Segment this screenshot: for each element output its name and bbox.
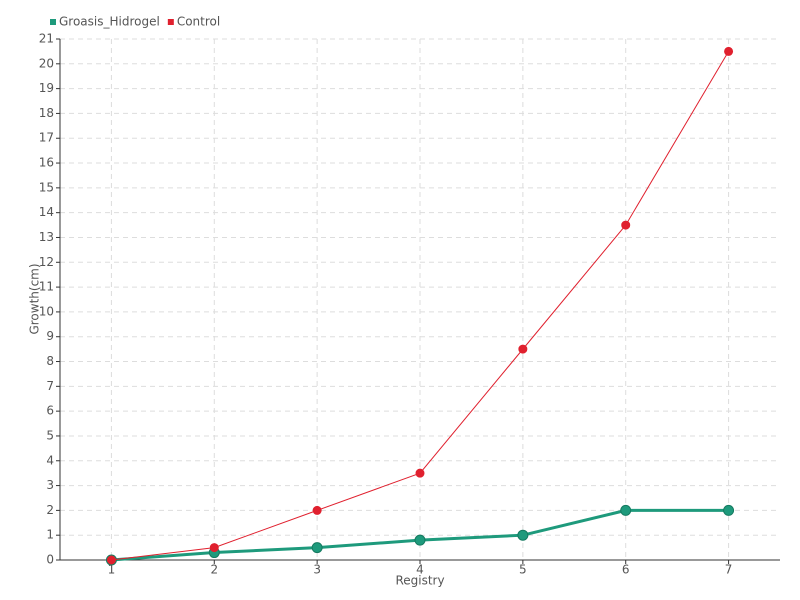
- x-tick-label: 4: [416, 563, 424, 577]
- point: [518, 344, 528, 354]
- legend-label: Control: [177, 15, 220, 29]
- y-tick-label: 3: [46, 478, 54, 492]
- y-tick-label: 4: [46, 453, 54, 467]
- point: [517, 529, 529, 541]
- point: [620, 504, 632, 516]
- x-tick-label: 3: [313, 563, 321, 577]
- y-tick-label: 13: [39, 230, 54, 244]
- y-tick-label: 9: [46, 329, 54, 343]
- x-tick-label: 6: [622, 563, 630, 577]
- y-tick-label: 8: [46, 354, 54, 368]
- x-axis-label: Registry: [395, 574, 444, 588]
- y-tick-label: 20: [39, 56, 54, 70]
- point: [312, 505, 322, 515]
- y-tick-label: 11: [39, 280, 54, 294]
- y-tick-label: 14: [39, 205, 54, 219]
- y-tick-label: 10: [39, 304, 54, 318]
- point: [723, 504, 735, 516]
- y-tick-label: 7: [46, 379, 54, 393]
- x-tick-label: 5: [519, 563, 527, 577]
- y-tick-label: 18: [39, 106, 54, 120]
- legend-swatch: [50, 19, 56, 25]
- point: [209, 543, 219, 553]
- y-tick-label: 0: [46, 553, 54, 567]
- y-tick-label: 19: [39, 81, 54, 95]
- y-tick-label: 12: [39, 255, 54, 269]
- y-tick-label: 2: [46, 503, 54, 517]
- x-tick-label: 7: [725, 563, 733, 577]
- x-tick-label: 1: [108, 563, 116, 577]
- y-tick-label: 16: [39, 156, 54, 170]
- point: [621, 220, 631, 230]
- legend-swatch: [167, 19, 174, 25]
- y-tick-label: 5: [46, 428, 54, 442]
- y-tick-label: 17: [39, 131, 54, 145]
- point: [415, 468, 425, 478]
- y-tick-label: 1: [46, 528, 54, 542]
- point: [311, 542, 323, 554]
- y-axis-label: Growth(cm): [28, 263, 42, 334]
- y-tick-label: 21: [39, 32, 54, 46]
- legend-label: Groasis_Hidrogel: [59, 15, 160, 29]
- point: [724, 46, 734, 56]
- y-tick-label: 6: [46, 404, 54, 418]
- point: [414, 534, 426, 546]
- y-tick-label: 15: [39, 180, 54, 194]
- point: [106, 555, 116, 565]
- x-tick-label: 2: [210, 563, 218, 577]
